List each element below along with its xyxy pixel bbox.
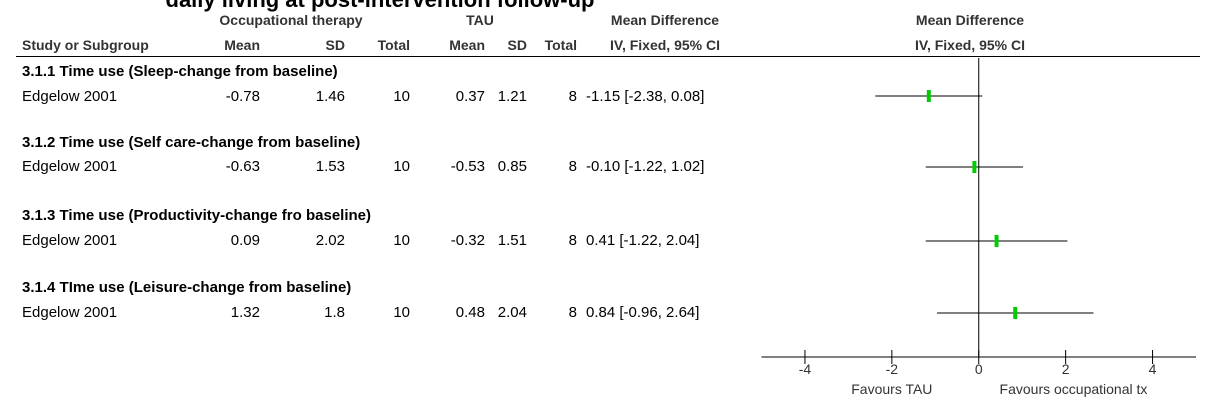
table-row-study: Edgelow 2001: [22, 304, 118, 321]
favours-left-label: Favours TAU: [851, 381, 932, 397]
subgroup-title: 3.1.1 Time use (Sleep-change from baseli…: [22, 63, 338, 80]
header-ot-mean: Mean: [224, 37, 260, 53]
forest-plot: -4 -2 0 2 4 Favours TAU Favours occupational t…: [761, 58, 1196, 397]
ot-sd: 1.8: [324, 304, 345, 321]
header-group-ot: Occupational therapy: [219, 12, 363, 28]
ot-sd: 1.46: [315, 88, 345, 105]
header-study: Study or Subgroup: [22, 37, 149, 53]
mean-difference-ci: -1.15 [-2.38, 0.08]: [586, 88, 705, 105]
ot-mean: 1.32: [230, 304, 260, 321]
tau-total: 8: [568, 304, 577, 321]
x-tick-label: 0: [975, 361, 983, 377]
ot-mean: 0.09: [230, 232, 260, 249]
x-tick-label: 4: [1149, 361, 1157, 377]
header-tau-mean: Mean: [449, 37, 485, 53]
tau-sd: 1.21: [497, 88, 527, 105]
subgroup-title: 3.1.3 Time use (Productivity-change fro …: [22, 207, 371, 224]
ot-sd: 1.53: [315, 158, 345, 175]
point-estimate-marker: [994, 235, 999, 247]
header-group-tau: TAU: [466, 12, 494, 28]
tau-mean: 0.37: [455, 88, 485, 105]
tau-total: 8: [568, 158, 577, 175]
mean-difference-ci: 0.84 [-0.96, 2.64]: [586, 304, 700, 321]
ot-total: 10: [393, 304, 410, 321]
table-row-study: Edgelow 2001: [22, 88, 118, 105]
mean-difference-ci: 0.41 [-1.22, 2.04]: [586, 232, 700, 249]
tau-mean: -0.32: [450, 232, 485, 249]
chart-title: daily living at post-intervention follow…: [0, 0, 760, 13]
ot-total: 10: [393, 88, 410, 105]
mean-difference-ci: -0.10 [-1.22, 1.02]: [586, 158, 705, 175]
header-ot-sd: SD: [325, 37, 345, 53]
header-plot-top: Mean Difference: [915, 12, 1025, 28]
tau-sd: 0.85: [497, 158, 527, 175]
header-plot-bottom: IV, Fixed, 95% CI: [915, 37, 1025, 53]
table-row-study: Edgelow 2001: [22, 158, 118, 175]
point-estimate-marker: [972, 161, 977, 173]
tau-total: 8: [568, 232, 577, 249]
point-estimate-marker: [926, 90, 931, 102]
header-tau-total: Total: [544, 37, 577, 53]
ot-total: 10: [393, 158, 410, 175]
ot-mean: -0.78: [225, 88, 260, 105]
ot-sd: 2.02: [315, 232, 345, 249]
subgroup-title: 3.1.4 TIme use (Leisure-change from base…: [22, 279, 352, 296]
ot-total: 10: [393, 232, 410, 249]
x-tick-label: -2: [886, 361, 899, 377]
favours-right-label: Favours occupational tx: [1000, 381, 1148, 397]
header-tau-sd: SD: [507, 37, 527, 53]
table-row-study: Edgelow 2001: [22, 232, 118, 249]
tau-sd: 1.51: [497, 232, 527, 249]
tau-sd: 2.04: [497, 304, 527, 321]
x-tick-label: -4: [799, 361, 812, 377]
tau-mean: -0.53: [450, 158, 485, 175]
header-ot-total: Total: [377, 37, 410, 53]
plot-header-divider: [760, 56, 1200, 57]
ot-mean: -0.63: [225, 158, 260, 175]
header-effect-bottom: IV, Fixed, 95% CI: [610, 37, 720, 53]
tau-mean: 0.48: [455, 304, 485, 321]
header-divider: [16, 56, 760, 57]
header-effect-top: Mean Difference: [610, 12, 720, 28]
tau-total: 8: [568, 88, 577, 105]
subgroup-title: 3.1.2 Time use (Self care-change from ba…: [22, 134, 361, 151]
point-estimate-marker: [1013, 307, 1018, 319]
x-tick-label: 2: [1062, 361, 1070, 377]
